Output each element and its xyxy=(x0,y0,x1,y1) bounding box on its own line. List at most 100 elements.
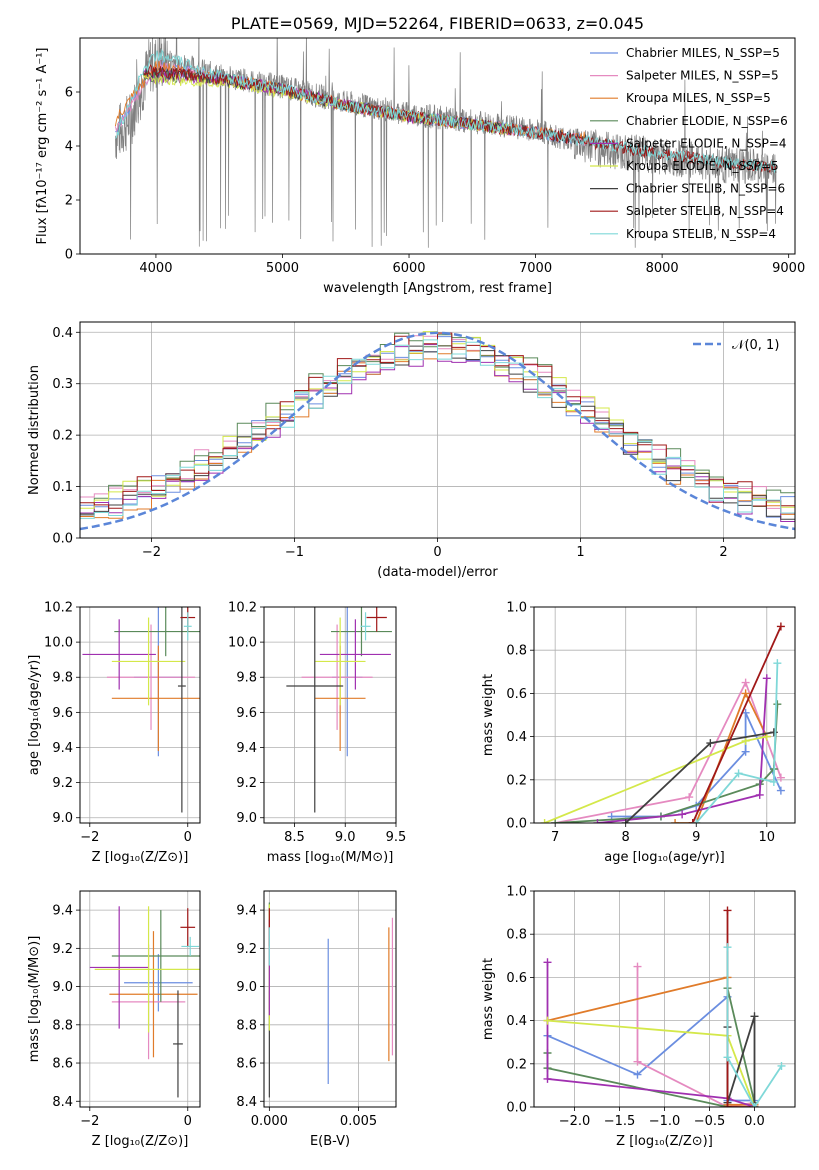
weight-line-2 xyxy=(547,976,755,1106)
weight-marker xyxy=(734,769,743,778)
plot-area xyxy=(543,906,786,1107)
x-axis-label: mass [log₁₀(M/M⊙)] xyxy=(267,850,394,865)
y-tick-label: 9.0 xyxy=(236,980,257,995)
weight-marker xyxy=(776,786,785,795)
error-bar-point-3 xyxy=(111,910,200,1002)
x-tick-label: 10 xyxy=(759,830,776,845)
x-tick-label: 7000 xyxy=(519,261,552,276)
x-tick-label: −2.0 xyxy=(559,1114,591,1129)
weight-marker xyxy=(671,819,680,823)
x-tick-label: −2 xyxy=(142,545,161,560)
weight-marker xyxy=(723,1053,732,1062)
error-bar-point-3 xyxy=(114,607,200,657)
y-tick-label: 1.0 xyxy=(506,885,527,900)
x-axis-label: Z [log₁₀(Z/Z⊙)] xyxy=(92,1134,189,1149)
mass-weight-vs-age-panel: 7 8 9 10 0.0 0.2 0.4 0.6 0.8 1.0 age [log₁₀(age/yr… xyxy=(481,601,796,865)
weight-marker xyxy=(633,1070,642,1079)
y-tick-label: 10.0 xyxy=(44,636,73,651)
weight-marker xyxy=(706,739,715,748)
weight-marker xyxy=(543,958,552,967)
weight-marker xyxy=(723,906,732,915)
y-axis-label: mass weight xyxy=(481,674,496,756)
legend-label: Kroupa ELODIE, N_SSP=5 xyxy=(626,159,779,173)
model-spectrum-line-8 xyxy=(115,48,776,174)
y-axis-label: mass weight xyxy=(481,958,496,1040)
x-tick-label: 4000 xyxy=(139,261,172,276)
y-tick-label: 9.2 xyxy=(236,776,257,791)
y-tick-label: 0.0 xyxy=(506,817,527,832)
weight-marker xyxy=(678,810,687,819)
y-tick-label: 0.4 xyxy=(52,326,73,341)
weight-marker xyxy=(741,678,750,687)
y-tick-label: 0.3 xyxy=(52,377,73,392)
error-bar-point-8 xyxy=(360,612,371,641)
y-tick-label: 9.4 xyxy=(236,904,257,919)
legend-label: Salpeter STELIB, N_SSP=4 xyxy=(626,204,784,218)
weight-marker xyxy=(773,700,782,709)
mass-vs-extinction-panel: 0.000 0.005 8.4 8.6 8.8 9.0 9.2 9.4 E(B-V) xyxy=(236,890,397,1149)
legend-label: Chabrier MILES, N_SSP=5 xyxy=(626,46,780,60)
error-bar-point-0 xyxy=(124,954,193,1012)
error-bar-point-6 xyxy=(286,607,344,813)
y-tick-label: 9.8 xyxy=(236,671,257,686)
age-vs-mass-panel: 8.5 9.0 9.5 9.0 9.2 9.4 9.6 9.8 10.0 10.2 mass [lo… xyxy=(228,601,406,866)
weight-line-1 xyxy=(636,966,755,1107)
y-tick-label: 0.6 xyxy=(506,971,527,986)
error-bar-point-5 xyxy=(111,617,186,706)
legend-label: Chabrier STELIB, N_SSP=6 xyxy=(626,182,785,196)
y-tick-label: 9.2 xyxy=(52,942,73,957)
y-tick-label: 10.2 xyxy=(44,601,73,616)
weight-marker xyxy=(551,819,560,823)
x-tick-label: 2 xyxy=(719,545,727,560)
y-tick-label: 0.8 xyxy=(506,644,527,659)
y-tick-label: 9.2 xyxy=(236,942,257,957)
x-tick-label: 9 xyxy=(692,830,700,845)
x-tick-label: 8000 xyxy=(646,261,679,276)
y-tick-label: 9.2 xyxy=(52,776,73,791)
error-bar-point-7 xyxy=(366,607,387,632)
y-tick-label: 10.0 xyxy=(228,636,257,651)
x-axis-label: wavelength [Angstrom, rest frame] xyxy=(323,281,552,296)
y-tick-label: 8.8 xyxy=(236,1018,257,1033)
x-tick-label: −0.5 xyxy=(694,1114,726,1129)
weight-marker xyxy=(777,1061,786,1070)
weight-marker xyxy=(543,1016,552,1025)
histogram-line-7 xyxy=(80,332,795,509)
plot-frame xyxy=(79,37,796,255)
weight-marker xyxy=(723,1103,732,1107)
y-axis-label: Flux [fλ10⁻¹⁷ erg cm⁻² s⁻¹ A⁻¹] xyxy=(35,48,50,245)
x-tick-label: 0 xyxy=(184,1114,192,1129)
y-tick-label: 9.0 xyxy=(52,811,73,826)
plot-area xyxy=(540,622,785,823)
x-tick-label: 0 xyxy=(184,830,192,845)
y-tick-label: 0.2 xyxy=(52,429,73,444)
weight-marker xyxy=(688,819,697,823)
spectrum-panel: 4000 5000 6000 7000 8000 9000 0 2 4 6 wavelength [… xyxy=(35,14,805,296)
plot-area xyxy=(82,607,200,813)
plot-frame xyxy=(263,890,397,1108)
weight-marker xyxy=(540,819,549,823)
y-tick-label: 0.0 xyxy=(52,532,73,547)
y-tick-label: 8.6 xyxy=(236,1057,257,1072)
legend-label: Kroupa STELIB, N_SSP=4 xyxy=(626,227,776,241)
weight-marker xyxy=(755,790,764,799)
y-tick-label: 0.4 xyxy=(506,730,527,745)
error-bar-point-4 xyxy=(319,619,391,690)
y-tick-label: 0.8 xyxy=(506,928,527,943)
x-tick-label: 6000 xyxy=(392,261,425,276)
x-tick-label: 8.5 xyxy=(284,830,305,845)
plot-frame xyxy=(79,606,201,824)
weight-marker xyxy=(769,777,778,786)
x-axis-label: age [log₁₀(age/yr)] xyxy=(604,850,725,865)
x-tick-label: 8 xyxy=(622,830,630,845)
weight-marker xyxy=(741,736,750,745)
error-bar-point-4 xyxy=(82,619,156,690)
x-tick-label: 0.005 xyxy=(340,1114,377,1129)
error-bar-point-2 xyxy=(109,931,198,1058)
x-tick-label: 0.000 xyxy=(251,1114,288,1129)
y-tick-label: 9.6 xyxy=(52,706,73,721)
y-tick-label: 9.0 xyxy=(236,811,257,826)
error-bar-point-6 xyxy=(177,607,186,813)
weight-marker xyxy=(543,1074,552,1083)
legend-label: Salpeter ELODIE, N_SSP=4 xyxy=(626,136,787,150)
